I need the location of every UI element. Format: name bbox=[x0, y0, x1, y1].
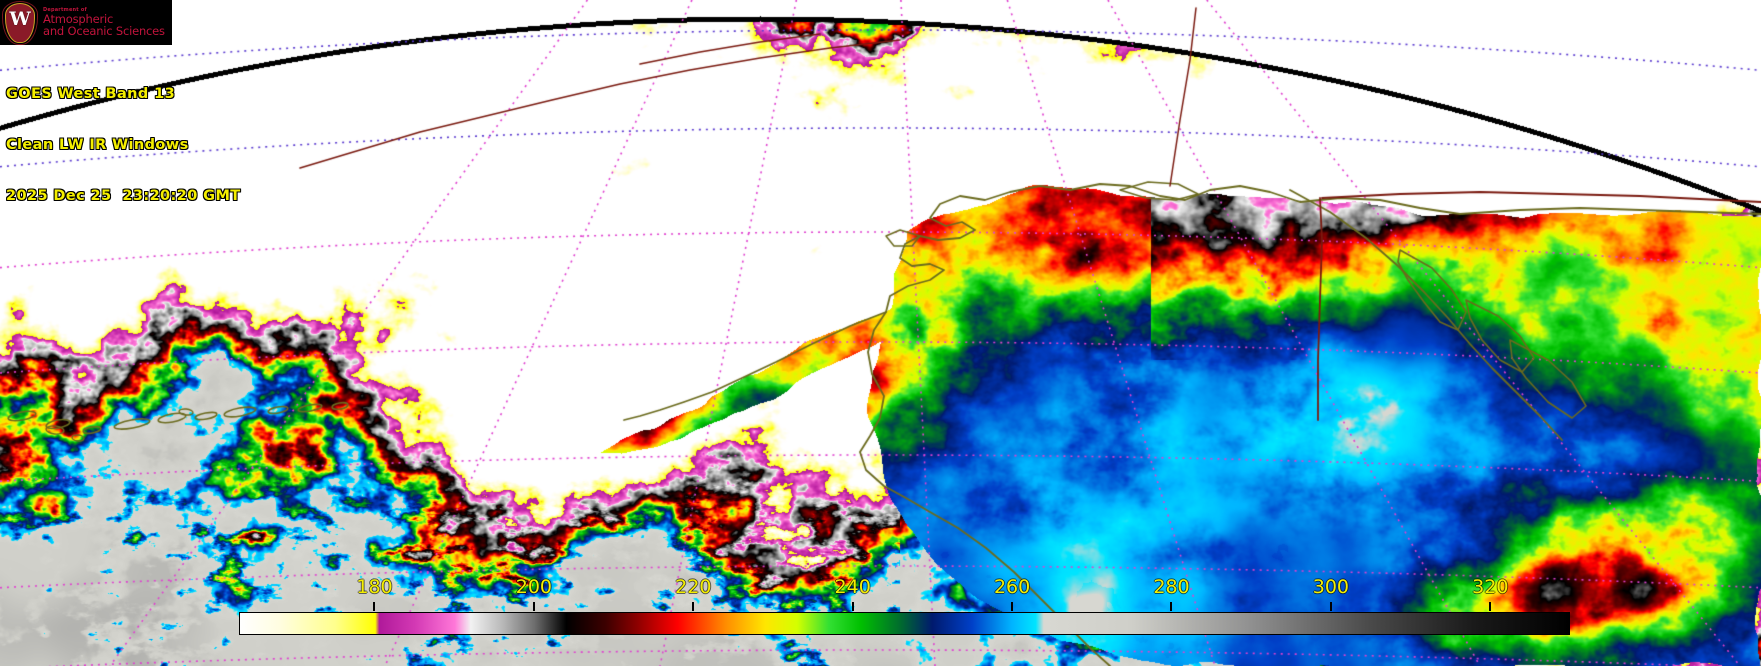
colorbar-tick bbox=[1489, 602, 1492, 611]
image-annotation-block: GOES West Band 13 Clean LW IR Windows 20… bbox=[6, 52, 241, 239]
colorbar-tick-label: 280 bbox=[1153, 576, 1190, 598]
colorbar-tick-label: 200 bbox=[515, 576, 553, 598]
logo-department-line: Department of bbox=[43, 6, 87, 13]
colorbar-tick-label: 300 bbox=[1312, 576, 1350, 598]
colorbar-tick-label: 240 bbox=[834, 576, 871, 598]
colorbar-tick bbox=[1329, 602, 1332, 611]
colorbar-tick bbox=[1170, 602, 1173, 611]
logo-line-2: and Oceanic Sciences bbox=[43, 23, 165, 38]
annotation-channel-description: Clean LW IR Windows bbox=[6, 137, 189, 153]
uw-crest-icon: W bbox=[0, 0, 40, 45]
uw-aos-logo: W Department of Atmospheric and Oceanic … bbox=[0, 0, 172, 45]
colorbar-tick bbox=[692, 602, 695, 611]
colorbar-tick-label: 320 bbox=[1472, 576, 1509, 598]
crest-letter: W bbox=[9, 7, 31, 30]
colorbar-tick-label: 220 bbox=[675, 576, 712, 598]
colorbar-tick-label: 260 bbox=[993, 576, 1031, 598]
colorbar-tick bbox=[1011, 602, 1014, 611]
colorbar-tick bbox=[851, 602, 854, 611]
annotation-timestamp: 2025 Dec 25 23:20:20 GMT bbox=[6, 188, 241, 204]
logo-line-1: Atmospheric bbox=[43, 11, 114, 26]
colorbar-gradient bbox=[239, 612, 1570, 635]
annotation-product-name: GOES West Band 13 bbox=[6, 86, 176, 102]
temperature-colorbar: 180 200 220 240 260 280 300 320 bbox=[239, 576, 1570, 635]
colorbar-tick bbox=[532, 602, 535, 611]
colorbar-tick-label: 180 bbox=[356, 576, 393, 598]
logo-text-block: Department of Atmospheric and Oceanic Sc… bbox=[40, 6, 172, 38]
colorbar-tick bbox=[373, 602, 376, 611]
